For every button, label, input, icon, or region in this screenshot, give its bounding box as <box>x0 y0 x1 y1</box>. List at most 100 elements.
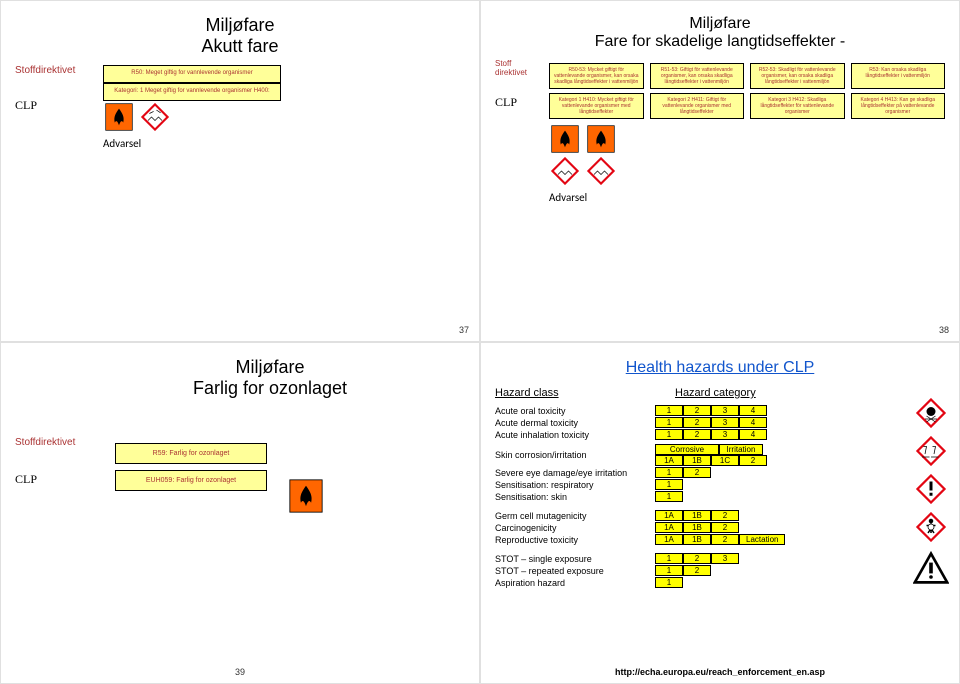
hazard-row: Aspiration hazard1 <box>495 577 945 588</box>
cat-cell: 2 <box>683 429 711 440</box>
page-number: 38 <box>939 325 949 335</box>
slide-langtidseffekter: Miljøfare Fare for skadelige langtidseff… <box>480 0 960 342</box>
hazard-class-label: Skin corrosion/irritation <box>495 450 655 460</box>
hazard-box: Kategori 3 H412: Skadliga långtidseffekt… <box>750 93 845 119</box>
hazard-row: Acute inhalation toxicity1234 <box>495 429 945 440</box>
warning-triangle-icon <box>913 550 949 586</box>
fire-pictogram-icon <box>587 125 615 153</box>
cat-cell: 1 <box>655 491 683 502</box>
cat-cell: 1 <box>655 417 683 428</box>
cat-cell: 4 <box>739 405 767 416</box>
hazard-class-label: Acute inhalation toxicity <box>495 430 655 440</box>
ghs-corrosion-icon <box>916 436 946 466</box>
ghs-environment-icon <box>141 103 169 131</box>
top-boxes-row: R50-53: Mycket giftigt för vattenlevande… <box>549 63 945 89</box>
cat-cell: 3 <box>711 429 739 440</box>
cat-cell: 4 <box>739 429 767 440</box>
cat-cell: 1B <box>683 455 711 466</box>
cat-header: Corrosive <box>655 444 719 455</box>
cat-cell: 1 <box>655 405 683 416</box>
page-number: 39 <box>235 667 245 677</box>
hazard-box-euh059: EUH059: Farlig for ozonlaget <box>115 470 267 491</box>
cat-cell: 1B <box>683 534 711 545</box>
hazard-box-r59: R59: Farlig for ozonlaget <box>115 443 267 464</box>
cat-cell: 2 <box>683 405 711 416</box>
cat-cell: 1 <box>655 429 683 440</box>
cat-cell: 1 <box>655 565 683 576</box>
ghs-environment-icon <box>551 157 579 185</box>
hazard-box: R50-53: Mycket giftigt för vattenlevande… <box>549 63 644 89</box>
cat-cell: 2 <box>711 522 739 533</box>
cat-cell: 1A <box>655 522 683 533</box>
hazard-category-heading: Hazard category <box>675 387 756 399</box>
hazard-class-label: Acute oral toxicity <box>495 406 655 416</box>
hazard-class-label: Carcinogenicity <box>495 523 655 533</box>
cat-cell: 1 <box>655 577 683 588</box>
cat-cell: 2 <box>711 510 739 521</box>
source-url: http://echa.europa.eu/reach_enforcement_… <box>615 667 825 677</box>
slide1-title: Miljøfare Akutt fare <box>15 15 465 57</box>
cat-cell: 2 <box>683 565 711 576</box>
hazard-box: R51-53: Giftigt för vattenlevande organi… <box>650 63 745 89</box>
clp-label: CLP <box>15 98 93 113</box>
hazard-class-heading: Hazard class <box>495 387 655 399</box>
cat-cell: 1 <box>655 467 683 478</box>
cat-cell: 1 <box>655 479 683 490</box>
hazard-box: R52-53: Skadligt för vattenlevande organ… <box>750 63 845 89</box>
hazard-class-label: Severe eye damage/eye irritation <box>495 468 655 478</box>
cat-cell: 1 <box>655 553 683 564</box>
hazard-box: Kategori 4 H413: Kan ge skadliga långtid… <box>851 93 946 119</box>
hazard-box: R53: Kan orsaka skadliga långtidseffekte… <box>851 63 946 89</box>
ghs-environment-icon <box>587 157 615 185</box>
cat-cell: 2 <box>683 553 711 564</box>
cat-cell: Lactation <box>739 534 785 545</box>
fire-pictogram-icon <box>105 103 133 131</box>
cat-cell: 3 <box>711 405 739 416</box>
cat-cell: 1B <box>683 522 711 533</box>
ghs-skull-icon <box>916 398 946 428</box>
cat-cell: 3 <box>711 553 739 564</box>
cat-cell: 1A <box>655 534 683 545</box>
slide3-title: Miljøfare Farlig for ozonlaget <box>75 357 465 399</box>
hazard-row: Germ cell mutagenicity1A1B2 <box>495 510 945 521</box>
cat-cell: 2 <box>711 534 739 545</box>
hazard-row: Reproductive toxicity1A1B2Lactation <box>495 534 945 545</box>
hazard-row: Acute oral toxicity1234 <box>495 405 945 416</box>
page-number: 37 <box>459 325 469 335</box>
fire-pictogram-icon <box>289 479 323 513</box>
advarsel-text: Advarsel <box>103 137 281 150</box>
hazard-row: Sensitisation: respiratory1 <box>495 479 945 490</box>
hazard-box-r50: R50: Meget giftig for vannlevende organi… <box>103 65 281 83</box>
bottom-boxes-row: Kategori 1 H410: Mycket giftigt för vatt… <box>549 93 945 119</box>
hazard-class-label: Acute dermal toxicity <box>495 418 655 428</box>
clp-label: CLP <box>495 95 543 110</box>
hazard-box: Kategori 2 H411: Giftigt för vattenlevan… <box>650 93 745 119</box>
stoff-label: Stoff direktivet <box>495 59 543 77</box>
cat-cell: 3 <box>711 417 739 428</box>
clp-label: CLP <box>15 472 95 487</box>
hazard-row: Sensitisation: skin1 <box>495 491 945 502</box>
stoff-label: Stoffdirektivet <box>15 65 93 76</box>
hazard-row: STOT – repeated exposure12 <box>495 565 945 576</box>
hazard-class-label: STOT – repeated exposure <box>495 566 655 576</box>
cat-cell: 2 <box>739 455 767 466</box>
hazard-row: Acute dermal toxicity1234 <box>495 417 945 428</box>
cat-header: Irritation <box>719 444 763 455</box>
hazard-class-label: Reproductive toxicity <box>495 535 655 545</box>
hazard-class-label: Sensitisation: respiratory <box>495 480 655 490</box>
stoff-label: Stoffdirektivet <box>15 437 95 448</box>
hazard-class-label: Germ cell mutagenicity <box>495 511 655 521</box>
hazard-row: STOT – single exposure123 <box>495 553 945 564</box>
hazard-row: Carcinogenicity1A1B2 <box>495 522 945 533</box>
cat-cell: 1A <box>655 510 683 521</box>
ghs-health-icon <box>916 512 946 542</box>
slide-ozonlaget: Miljøfare Farlig for ozonlaget Stoffdire… <box>0 342 480 684</box>
slide-akutt-fare: Miljøfare Akutt fare Stoffdirektivet CLP… <box>0 0 480 342</box>
health-hazards-title: Health hazards under CLP <box>495 359 945 377</box>
hazard-row: Severe eye damage/eye irritation12 <box>495 467 945 478</box>
cat-cell: 1B <box>683 510 711 521</box>
hazard-box-cat1: Kategori: 1 Meget giftig for vannlevende… <box>103 83 281 101</box>
hazard-class-label: STOT – single exposure <box>495 554 655 564</box>
hazard-box: Kategori 1 H410: Mycket giftigt för vatt… <box>549 93 644 119</box>
cat-cell: 2 <box>683 467 711 478</box>
